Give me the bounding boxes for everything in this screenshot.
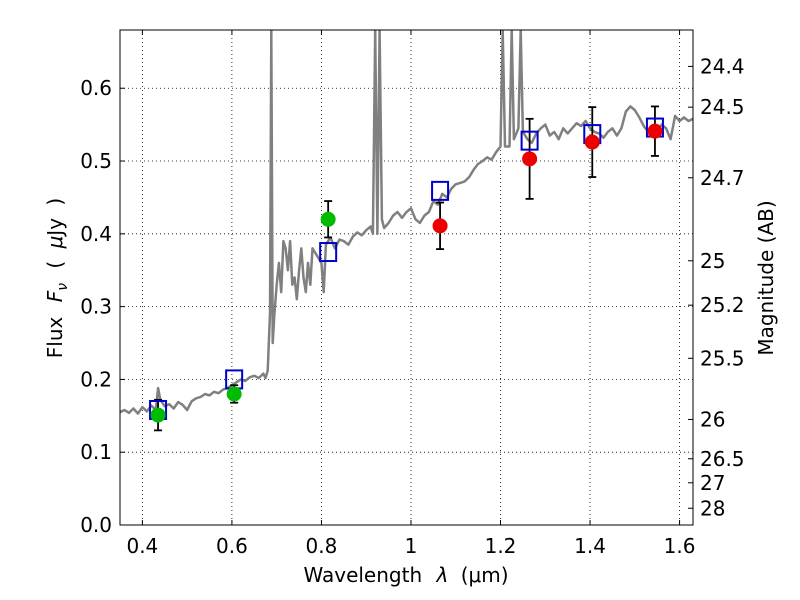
x-tick-label: 1.2 [485,534,517,558]
right-tick-label: 24.4 [700,54,745,78]
observed-point [226,386,242,402]
observed-photometry-layer [150,123,663,423]
x-tick-label: 0.6 [216,534,248,558]
y-axis-left-label: Flux Fν ( μJy ) [43,198,72,358]
y-tick-label: 0.0 [80,513,112,537]
y-tick-label: 0.1 [80,440,112,464]
observed-point [647,123,663,139]
x-axis: 0.4 0.6 0.8 1 1.2 1.4 1.6 [126,30,695,558]
observed-point [522,151,538,167]
spectrum-layer [120,30,693,415]
y-tick-label: 0.5 [80,149,112,173]
model-photometry-layer [149,117,664,420]
y-tick-label: 0.3 [80,295,112,319]
model-photometry-point [319,242,338,263]
observed-point [320,211,336,227]
grid [120,30,693,526]
x-tick-label: 1.6 [664,534,696,558]
x-tick-label: 1 [405,534,418,558]
right-tick-label: 28 [700,496,725,520]
y-tick-label: 0.2 [80,367,112,391]
right-tick-label: 24.5 [700,95,745,119]
right-tick-label: 25 [700,249,725,273]
x-tick-label: 1.4 [574,534,606,558]
right-tick-label: 24.7 [700,166,745,190]
model-photometry-point [520,130,539,151]
right-tick-label: 26.5 [700,447,745,471]
right-tick-label: 25.2 [700,293,745,317]
y-tick-label: 0.6 [80,76,112,100]
x-tick-label: 0.4 [126,534,158,558]
plot-frame [119,29,694,526]
right-tick-label: 26 [700,407,725,431]
right-tick-label: 25.5 [700,346,745,370]
observed-point [432,218,448,234]
right-tick-label: 27 [700,471,725,495]
y-axis-right-label: Magnitude (AB) [754,200,778,355]
y-axis-left: 0.0 0.1 0.2 0.3 0.4 0.5 0.6 [80,76,125,537]
model-photometry-point [431,180,450,201]
errorbar-layer [154,105,659,432]
observed-point [584,134,600,150]
y-tick-label: 0.4 [80,222,112,246]
observed-point [150,407,166,423]
x-axis-label: Wavelength λ (μm) [303,563,508,587]
x-tick-label: 0.8 [306,534,338,558]
spectrum-line [120,30,693,415]
